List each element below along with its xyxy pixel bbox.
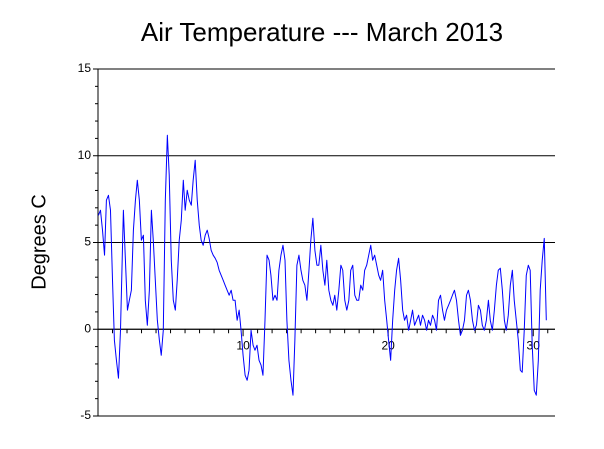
y-axis-label: Degrees C <box>28 194 50 290</box>
y-tick-label: -5 <box>80 408 91 422</box>
y-tick-label: 10 <box>78 148 92 162</box>
y-tick-label: 0 <box>84 321 91 335</box>
chart-title: Air Temperature --- March 2013 <box>141 17 503 47</box>
y-tick-label: 5 <box>84 235 91 249</box>
x-tick-label: 10 <box>236 338 250 352</box>
y-tick-label: 15 <box>78 61 92 75</box>
x-tick-label: 30 <box>527 338 541 352</box>
temperature-line <box>97 134 547 396</box>
